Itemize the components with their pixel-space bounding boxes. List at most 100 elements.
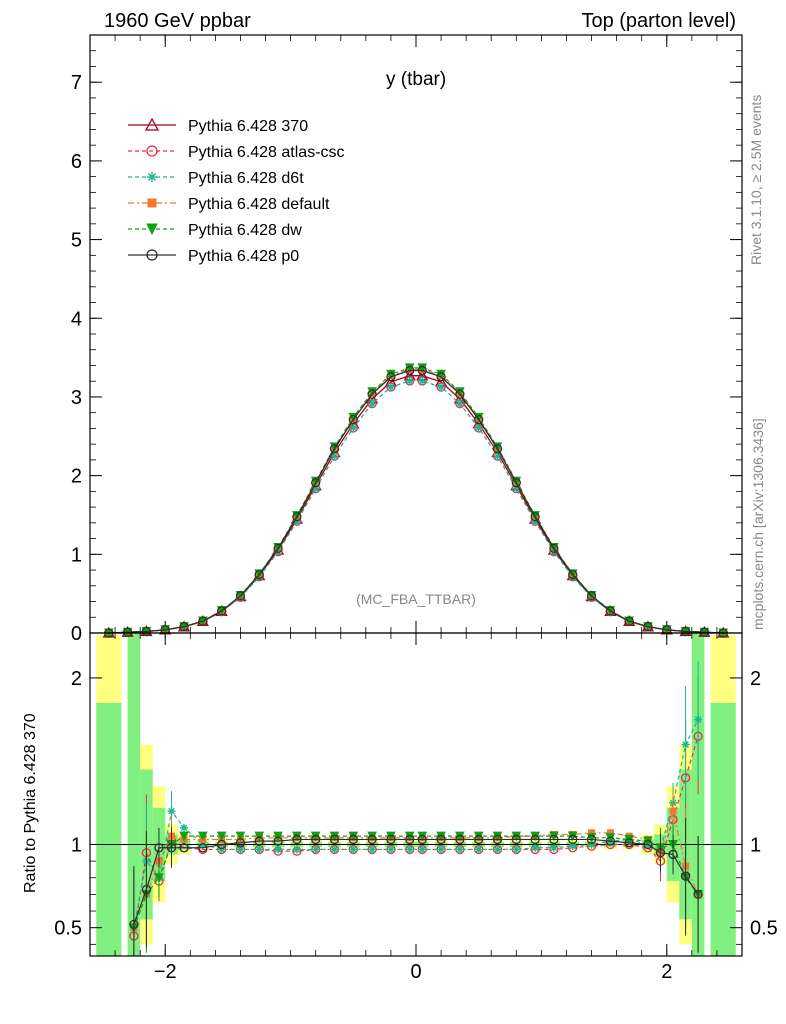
main-point-d6t [405,376,414,385]
ratio-point-dw [273,831,283,842]
legend-marker-p0 [146,249,158,261]
ratio-series-group [129,661,703,956]
ratio-ytick-label: 0.5 [54,918,82,940]
ratio-point-d6t [493,845,502,854]
ratio-point-p0 [154,843,164,853]
band-green [710,702,736,956]
ratio-point-p0 [680,871,691,881]
ratio-point-p0 [198,843,208,853]
labels-group: 1960 GeV ppbar Top (parton level) y (tba… [22,10,766,893]
ratio-point-p0 [474,834,484,845]
ratio-point-d6t [694,715,703,724]
legend-label-dw: Pythia 6.428 dw [188,222,302,239]
main-point-p0 [511,478,521,488]
main-point-d6t [474,423,483,432]
main-point-dw [436,369,446,380]
ratio-point-d6t [167,807,176,816]
ratio-point-d6t [437,845,446,854]
main-ytick-label: 3 [71,387,82,409]
ratio-point-p0 [511,834,521,845]
main-point-p0 [624,616,634,626]
ratio-point-p0 [568,834,578,845]
ratio-point-p0 [655,848,666,858]
legend-label-atlas: Pythia 6.428 atlas-csc [188,144,345,161]
main-ytick-label: 1 [71,544,82,566]
band-green [127,633,141,956]
legend-label-p0: Pythia 6.428 p0 [188,248,299,265]
annotation-text: (MC_FBA_TTBAR) [356,591,476,607]
ratio-point-d6t [549,843,558,852]
ratio-plot-frame [89,632,743,957]
ratio-point-d6t [349,845,358,854]
ratio-point-p0 [693,889,703,900]
main-point-d6t [368,399,377,408]
mcplots-label: mcplots.cern.ch [arXiv:1306.3436] [750,418,766,630]
main-point-p0 [160,625,170,635]
ratio-line-default [133,808,699,928]
ratio-point-d6t [418,845,427,854]
main-point-p0 [217,606,227,616]
ratio-point-p0 [624,838,634,848]
ratio-point-d6t [455,845,464,854]
ratio-point-d6t [568,842,577,851]
main-point-p0 [680,626,691,637]
ratio-point-d6t [255,845,264,854]
ratio-point-p0 [605,836,615,846]
main-point-p0 [549,543,559,554]
main-point-p0 [436,372,446,382]
ratio-point-default [588,829,596,837]
main-point-p0 [311,478,321,488]
legend-label-p370: Pythia 6.428 370 [188,118,308,135]
main-point-p0 [141,626,152,637]
main-ytick-label: 6 [71,151,82,173]
band-green [96,702,122,956]
main-point-p0 [455,389,465,399]
ratio-point-p0 [329,834,340,845]
main-point-p0 [367,389,377,399]
ratio-point-p0 [417,834,427,845]
ratio-point-p0 [292,834,302,845]
ratio-point-d6t [386,845,395,854]
legend-marker-default [147,198,157,208]
xtick-label: −2 [154,961,177,983]
ratio-point-d6t [180,823,189,832]
ratio-point-d6t [405,845,414,854]
legend-marker-atlas [146,145,158,157]
legend-marker-dw [146,223,158,236]
main-point-p0 [699,627,710,637]
axis-frames [89,34,743,957]
ratio-point-dw [254,831,265,842]
main-point-p0 [568,569,578,580]
main-line-default [108,368,724,634]
main-point-p0 [235,591,246,601]
ratio-uncertainty-bands [96,633,736,956]
main-point-dw [404,363,415,373]
main-point-p0 [329,444,340,454]
ratio-point-p0 [141,884,152,895]
main-point-p0 [586,591,597,601]
main-point-p0 [122,627,133,637]
ratio-line-d6t [133,719,699,928]
main-point-p0 [386,372,396,382]
main-point-dw [417,363,428,373]
ratio-point-p0 [273,836,283,846]
ratio-point-dw [198,831,208,842]
ratio-point-p0 [549,834,559,845]
ratio-point-d6t [681,740,690,749]
main-point-d6t [455,399,464,408]
ratio-ytick-label-right: 0.5 [750,918,778,940]
main-ytick-label: 0 [71,623,82,645]
main-point-dw [386,369,396,380]
main-point-p0 [273,543,283,554]
ratio-point-default [669,807,677,815]
legend-marker-p370 [144,117,160,131]
xtick-label: 0 [410,961,421,983]
ratio-point-p0 [217,839,227,850]
ratio-point-dw [154,873,164,883]
main-point-d6t [330,452,339,461]
main-point-p0 [254,569,264,580]
ratio-ytick-label: 2 [71,668,82,690]
ratio-point-p0 [311,834,321,845]
ratio-point-d6t [330,845,339,854]
main-point-p0 [348,414,358,425]
